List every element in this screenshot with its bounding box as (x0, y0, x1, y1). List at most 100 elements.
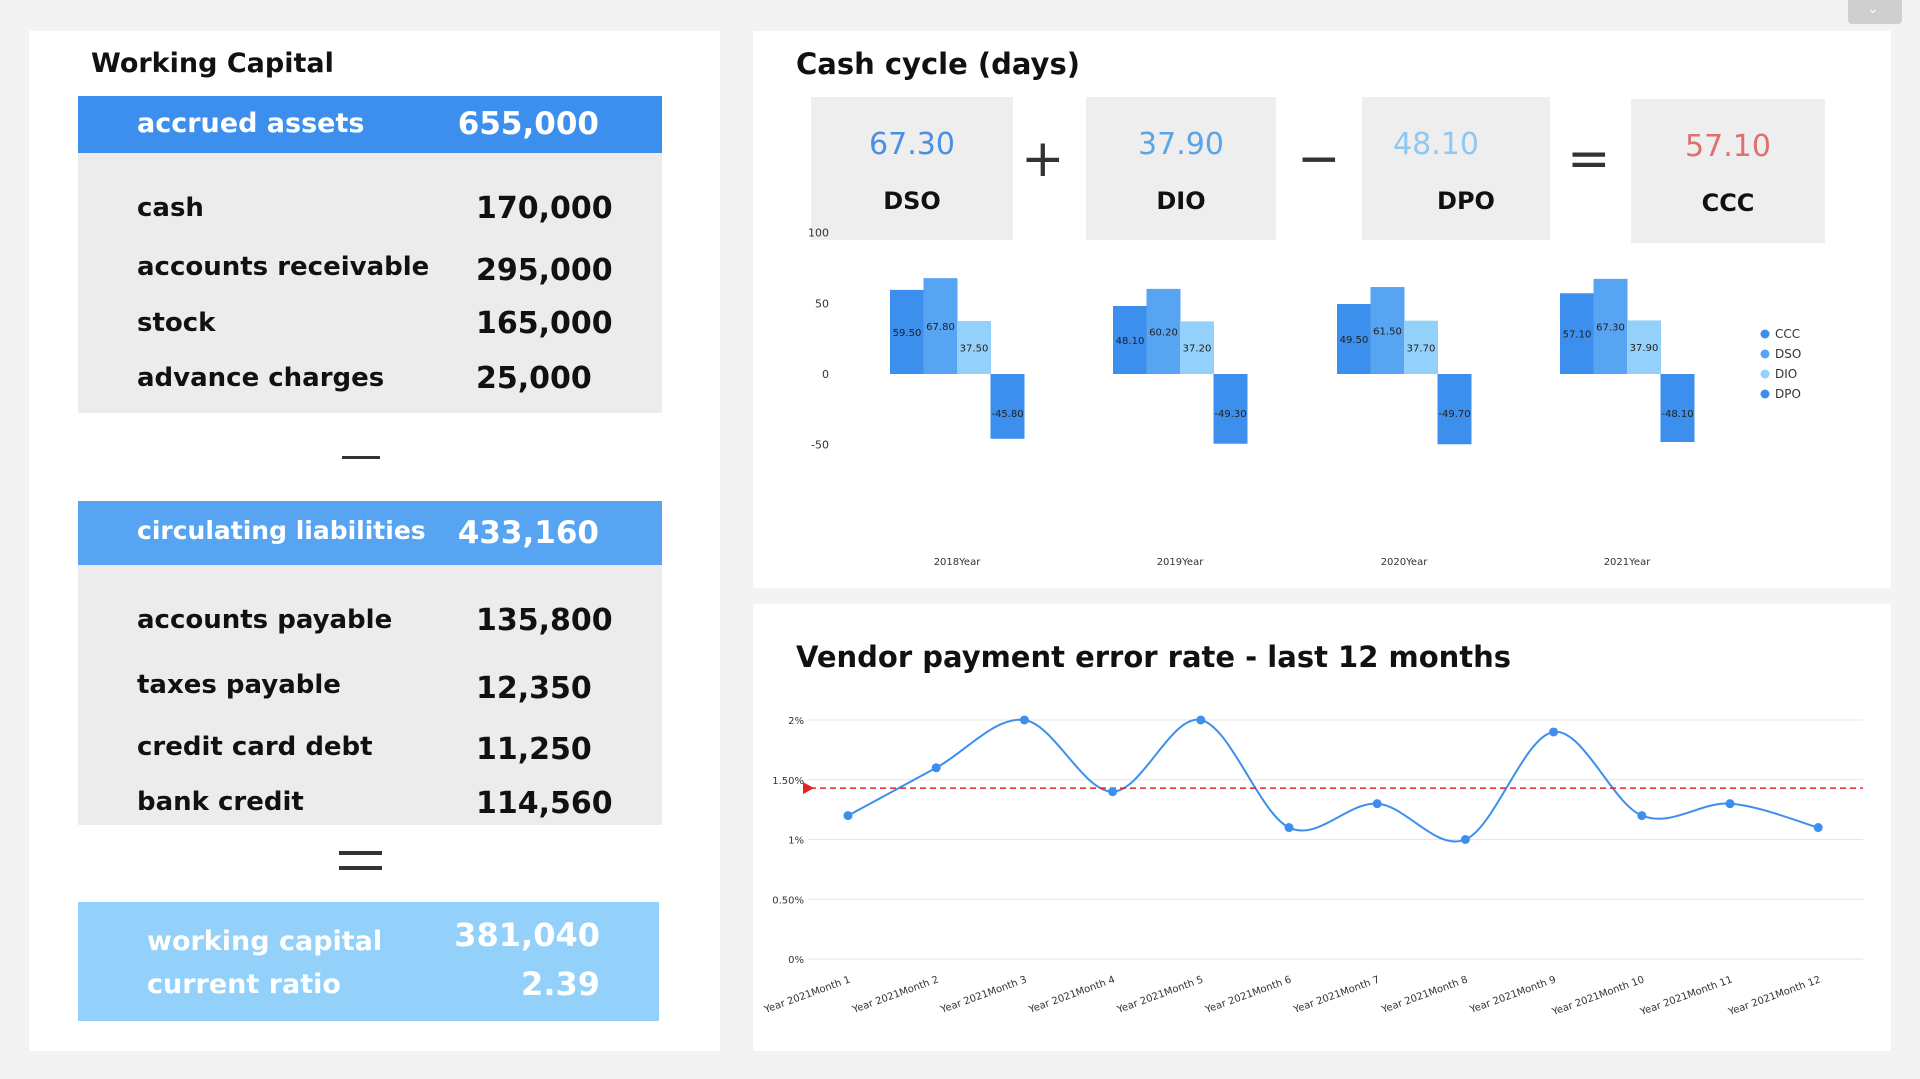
vendor-payment-panel: Vendor payment error rate - last 12 mont… (753, 604, 1891, 1051)
kpi-dso: 67.30 DSO (811, 97, 1013, 240)
bar-ccc (1337, 304, 1371, 374)
y-tick-label: 0.50% (772, 895, 804, 906)
header-value: 655,000 (457, 106, 599, 142)
panel-title: Cash cycle (days) (796, 47, 1080, 81)
kpi-label: DSO (883, 187, 941, 215)
kpi-value: 67.30 (869, 127, 955, 162)
data-label: 59.50 (893, 328, 922, 339)
bar-ccc (890, 289, 924, 374)
data-label: 37.70 (1407, 343, 1436, 354)
data-point (843, 811, 853, 821)
bar-dso (1370, 287, 1405, 374)
equals-operator: = (1567, 129, 1611, 189)
item-value: 165,000 (476, 306, 613, 341)
data-point (931, 763, 941, 773)
data-point (1108, 787, 1118, 797)
kpi-ccc: 57.10 CCC (1631, 99, 1825, 243)
list-item: stock 165,000 (137, 306, 613, 346)
x-tick-label: 2019Year (1157, 557, 1205, 568)
item-label: cash (137, 193, 204, 223)
result-label: current ratio (147, 969, 341, 1000)
x-tick-label: Year 2021Month 10 (1550, 974, 1646, 1018)
x-tick-label: Year 2021Month 11 (1638, 974, 1734, 1018)
chevron-down-icon: ⌄ (1867, 1, 1879, 17)
list-item: credit card debt 11,250 (137, 730, 607, 770)
item-value: 11,250 (476, 732, 592, 767)
cash-cycle-bar-chart: 100 50 0 -50 59.50 67.80 37.50 -45.80 2018Year 48… (808, 227, 1801, 568)
x-tick-label: Year 2021Month 7 (1291, 974, 1381, 1016)
bar-dio (1404, 320, 1438, 374)
accrued-assets-header: accrued assets 655,000 (78, 96, 662, 153)
list-item: accounts receivable 295,000 (137, 250, 613, 290)
legend-label: CCC (1775, 327, 1800, 341)
bar-ccc (1113, 305, 1147, 374)
bar-dso (1146, 288, 1181, 374)
bar-dpo (1437, 374, 1472, 445)
collapse-button[interactable]: ⌄ (1848, 0, 1902, 24)
legend-label: DIO (1775, 367, 1797, 381)
legend-marker (1760, 369, 1770, 379)
list-item: cash 170,000 (137, 191, 613, 231)
working-capital-panel: Working Capital accrued assets 655,000 c… (29, 31, 720, 1051)
item-label: accounts receivable (137, 252, 430, 282)
item-label: taxes payable (137, 670, 341, 700)
item-value: 295,000 (476, 253, 613, 288)
y-tick-label: 2% (788, 716, 804, 727)
y-tick-label: -50 (811, 439, 829, 452)
x-tick-label: Year 2021Month 1 (762, 974, 852, 1016)
item-value: 25,000 (476, 361, 592, 396)
data-label: 37.20 (1183, 344, 1212, 355)
item-value: 114,560 (476, 786, 613, 821)
data-label: -48.10 (1661, 409, 1693, 420)
data-label: 37.90 (1630, 343, 1659, 354)
error-rate-line-chart: 2%1.50%1%0.50%0%Year 2021Month 1 Year 202… (762, 715, 1863, 1018)
data-point (1284, 823, 1294, 833)
data-point (1372, 799, 1382, 809)
x-tick-label: Year 2021Month 3 (939, 974, 1029, 1016)
list-item: bank credit 114,560 (137, 785, 613, 825)
x-tick-label: Year 2021Month 12 (1726, 974, 1822, 1018)
y-tick-label: 1.50% (772, 776, 804, 787)
x-tick-label: Year 2021Month 5 (1115, 974, 1205, 1016)
item-value: 12,350 (476, 671, 592, 706)
data-label: 49.50 (1340, 335, 1369, 346)
header-label: circulating liabilities (137, 516, 426, 545)
bar-dio (1627, 320, 1661, 374)
kpi-label: DIO (1156, 187, 1206, 215)
liabilities-list: accounts payable 135,800 taxes payable 1… (78, 565, 662, 825)
y-tick-label: 100 (808, 227, 829, 240)
data-label: -45.80 (991, 409, 1023, 420)
circulating-liabilities-header: circulating liabilities 433,160 (78, 501, 662, 565)
bar-dpo (1213, 374, 1248, 444)
data-label: 61.50 (1373, 327, 1402, 338)
list-item: accounts payable 135,800 (137, 603, 613, 643)
bar-dso (923, 278, 958, 374)
bar-dso (1593, 278, 1628, 374)
y-tick-label: 1% (788, 836, 804, 847)
result-label: working capital (147, 926, 383, 957)
item-label: accounts payable (137, 605, 393, 635)
x-tick-label: 2021Year (1604, 557, 1652, 568)
bar-dpo (990, 374, 1025, 439)
panel-title: Working Capital (91, 48, 334, 79)
x-tick-label: 2018Year (934, 557, 982, 568)
y-tick-label: 50 (815, 297, 829, 310)
x-tick-label: Year 2021Month 9 (1468, 974, 1558, 1016)
plus-operator: + (1021, 129, 1065, 189)
kpi-dpo: 48.10 DPO (1362, 97, 1550, 240)
data-label: 67.30 (1596, 322, 1625, 333)
x-tick-label: Year 2021Month 6 (1203, 974, 1293, 1016)
result-value: 381,040 (454, 916, 600, 954)
kpi-label: DPO (1437, 187, 1495, 215)
item-label: advance charges (137, 363, 385, 393)
kpi-value: 48.10 (1393, 127, 1479, 162)
x-tick-label: Year 2021Month 2 (850, 974, 940, 1016)
list-item: taxes payable 12,350 (137, 668, 607, 708)
target-marker (803, 782, 814, 795)
bar-dio (957, 320, 991, 374)
x-tick-label: Year 2021Month 4 (1027, 974, 1117, 1016)
legend-label: DSO (1775, 347, 1801, 361)
data-point (1019, 715, 1029, 725)
legend-marker (1760, 329, 1770, 339)
legend-marker (1760, 349, 1770, 359)
